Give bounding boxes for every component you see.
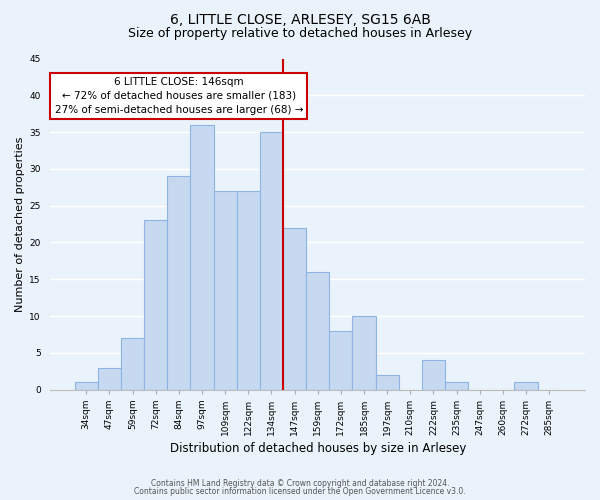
Bar (352, 316, 376, 390)
Bar (214, 191, 236, 390)
Text: Size of property relative to detached houses in Arlesey: Size of property relative to detached ho… (128, 28, 472, 40)
Text: 6, LITTLE CLOSE, ARLESEY, SG15 6AB: 6, LITTLE CLOSE, ARLESEY, SG15 6AB (170, 12, 430, 26)
Bar (514, 382, 538, 390)
Text: Contains public sector information licensed under the Open Government Licence v3: Contains public sector information licen… (134, 487, 466, 496)
Bar (376, 375, 398, 390)
Bar (74, 382, 98, 390)
Bar (190, 124, 214, 390)
Bar (260, 132, 283, 390)
Bar (98, 368, 121, 390)
Bar (144, 220, 167, 390)
Bar (236, 191, 260, 390)
Y-axis label: Number of detached properties: Number of detached properties (15, 136, 25, 312)
Text: 6 LITTLE CLOSE: 146sqm
← 72% of detached houses are smaller (183)
27% of semi-de: 6 LITTLE CLOSE: 146sqm ← 72% of detached… (55, 77, 303, 115)
Bar (283, 228, 306, 390)
Bar (306, 272, 329, 390)
Bar (329, 331, 352, 390)
Bar (422, 360, 445, 390)
X-axis label: Distribution of detached houses by size in Arlesey: Distribution of detached houses by size … (170, 442, 466, 455)
Bar (167, 176, 190, 390)
Text: Contains HM Land Registry data © Crown copyright and database right 2024.: Contains HM Land Registry data © Crown c… (151, 478, 449, 488)
Bar (121, 338, 144, 390)
Bar (445, 382, 468, 390)
